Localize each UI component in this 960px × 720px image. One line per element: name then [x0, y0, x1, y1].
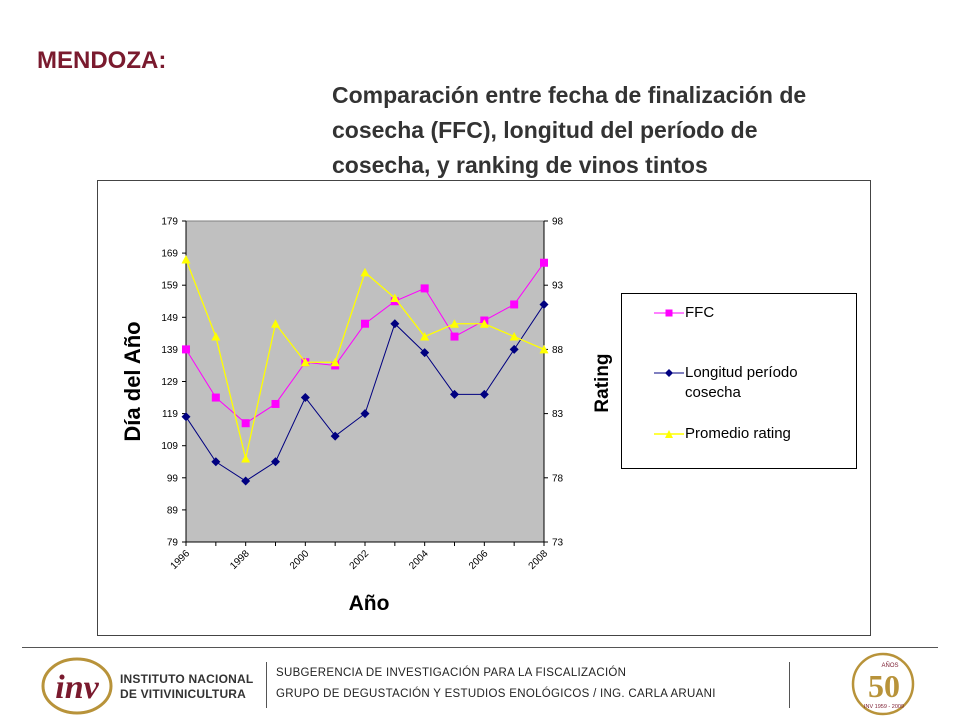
- page-heading: MENDOZA:: [37, 47, 167, 74]
- data-point-longitud-periodo-cosecha: [479, 389, 489, 399]
- x-axis-tick-label: 1998: [228, 548, 252, 572]
- x-axis-title: Año: [349, 592, 390, 615]
- data-point-promedio-rating: [300, 357, 310, 367]
- legend-label-longitud: Longitud período cosecha: [685, 363, 845, 403]
- data-point-promedio-rating: [360, 267, 370, 277]
- footer-separator-right: [789, 662, 790, 708]
- left-axis-tick-label: 129: [161, 377, 178, 388]
- data-point-ffc: [450, 332, 459, 341]
- left-axis-tick-label: 79: [167, 538, 179, 549]
- org-name-line1: INSTITUTO NACIONAL: [120, 672, 254, 686]
- org-name-line2: DE VITIVINICULTURA: [120, 687, 247, 701]
- right-axis-tick-label: 98: [552, 217, 564, 228]
- left-axis-tick-label: 139: [161, 345, 178, 356]
- legend-label-longitud-line2: cosecha: [685, 384, 741, 401]
- data-point-promedio-rating: [271, 319, 280, 328]
- left-axis-tick-label: 109: [161, 441, 178, 452]
- legend-label-ffc: FFC: [685, 304, 715, 321]
- right-axis-tick-label: 73: [552, 538, 564, 549]
- data-point-ffc: [540, 258, 548, 267]
- legend-label-longitud-line1: Longitud período: [685, 364, 798, 381]
- left-axis-tick-label: 179: [161, 217, 178, 228]
- left-axis-tick-label: 99: [167, 473, 179, 484]
- footer-divider: [22, 647, 938, 648]
- legend-item-rating: Promedio rating: [622, 425, 852, 471]
- data-point-longitud-periodo-cosecha: [539, 299, 549, 309]
- data-point-promedio-rating: [211, 332, 221, 341]
- legend-item-ffc: FFC: [622, 304, 852, 350]
- footer-line-2: GRUPO DE DEGUSTACIÓN Y ESTUDIOS ENOLÓGIC…: [276, 688, 716, 700]
- data-point-ffc: [271, 399, 280, 408]
- right-axis-tick-label: 83: [552, 409, 564, 420]
- left-axis-title: Día del Año: [120, 321, 145, 441]
- right-axis-tick-label: 78: [552, 473, 564, 484]
- left-axis-tick-label: 119: [162, 409, 178, 420]
- left-axis-tick-label: 149: [161, 313, 178, 324]
- data-point-longitud-periodo-cosecha: [390, 319, 400, 329]
- data-point-longitud-periodo-cosecha: [330, 431, 340, 441]
- data-point-promedio-rating: [330, 357, 340, 367]
- subtitle-line-1: Comparación entre fecha de finalización …: [332, 82, 807, 108]
- x-axis-tick-label: 2008: [527, 548, 551, 572]
- x-axis-tick-label: 2004: [407, 548, 431, 572]
- data-point-longitud-periodo-cosecha: [211, 457, 221, 467]
- data-point-ffc: [361, 319, 369, 328]
- data-point-longitud-periodo-cosecha: [509, 344, 519, 354]
- data-point-promedio-rating: [450, 319, 459, 328]
- footer-credits: SUBGERENCIA DE INVESTIGACIÓN PARA LA FIS…: [276, 663, 716, 705]
- data-point-longitud-periodo-cosecha: [360, 409, 370, 419]
- footer-separator-left: [266, 662, 267, 708]
- seal-bottom-text: INV 1959 - 2009: [864, 704, 904, 710]
- left-axis-tick-label: 169: [161, 249, 178, 260]
- data-point-longitud-periodo-cosecha: [241, 476, 251, 486]
- data-point-longitud-periodo-cosecha: [181, 412, 191, 422]
- subtitle-line-2: cosecha (FFC), longitud del período de: [332, 117, 758, 143]
- data-point-promedio-rating: [420, 332, 430, 341]
- inv-logo: inv: [41, 657, 113, 715]
- data-point-longitud-periodo-cosecha: [271, 457, 280, 467]
- data-point-ffc: [510, 300, 519, 309]
- x-axis-tick-label: 2002: [348, 548, 372, 572]
- data-point-promedio-rating: [390, 293, 400, 303]
- legend-swatch-rating: [654, 430, 684, 438]
- data-point-ffc: [211, 393, 220, 402]
- right-axis-title: Rating: [592, 353, 613, 412]
- data-point-promedio-rating: [539, 344, 549, 354]
- legend-swatch-ffc: [654, 309, 684, 317]
- data-point-longitud-periodo-cosecha: [300, 393, 310, 403]
- seal-top-text: AÑOS: [881, 662, 898, 669]
- left-axis-tick-label: 159: [161, 281, 178, 292]
- legend-item-longitud: Longitud período cosecha: [622, 363, 852, 410]
- footer-line-1: SUBGERENCIA DE INVESTIGACIÓN PARA LA FIS…: [276, 667, 627, 679]
- seal-number: 50: [868, 668, 900, 704]
- x-axis-tick-label: 2000: [288, 548, 312, 572]
- left-axis-tick-label: 89: [167, 505, 179, 516]
- chart-subtitle: Comparación entre fecha de finalización …: [332, 78, 892, 183]
- data-point-promedio-rating: [181, 255, 191, 264]
- subtitle-line-3: cosecha, y ranking de vinos tintos: [332, 152, 708, 178]
- org-name: INSTITUTO NACIONAL DE VITIVINICULTURA: [120, 672, 253, 702]
- inv-logo-letters: inv: [55, 669, 99, 706]
- data-point-ffc: [420, 284, 429, 293]
- chart-frame: 79 89 99 109 119 129 139 149 159 169 179 73 78 83 88 93…: [97, 180, 871, 636]
- data-point-ffc: [241, 419, 250, 428]
- data-point-ffc: [182, 345, 190, 354]
- chart-legend: FFC Longitud período cosecha Promedio rat…: [621, 293, 857, 469]
- data-point-longitud-periodo-cosecha: [420, 348, 430, 358]
- data-point-promedio-rating: [479, 319, 489, 328]
- legend-label-rating: Promedio rating: [685, 425, 791, 442]
- x-axis-tick-label: 2006: [467, 548, 491, 572]
- anniversary-seal: AÑOS 50 INV 1959 - 2009: [851, 652, 915, 716]
- legend-swatch-longitud: [654, 369, 684, 377]
- data-point-promedio-rating: [241, 454, 251, 463]
- data-point-longitud-periodo-cosecha: [450, 389, 459, 399]
- x-axis-tick-label: 1996: [169, 548, 193, 572]
- right-axis-tick-label: 93: [552, 281, 564, 292]
- right-axis-tick-label: 88: [552, 345, 564, 356]
- data-point-promedio-rating: [509, 332, 519, 341]
- chart-svg: 79 89 99 109 119 129 139 149 159 169 179 73 78 83 88 93…: [120, 217, 613, 616]
